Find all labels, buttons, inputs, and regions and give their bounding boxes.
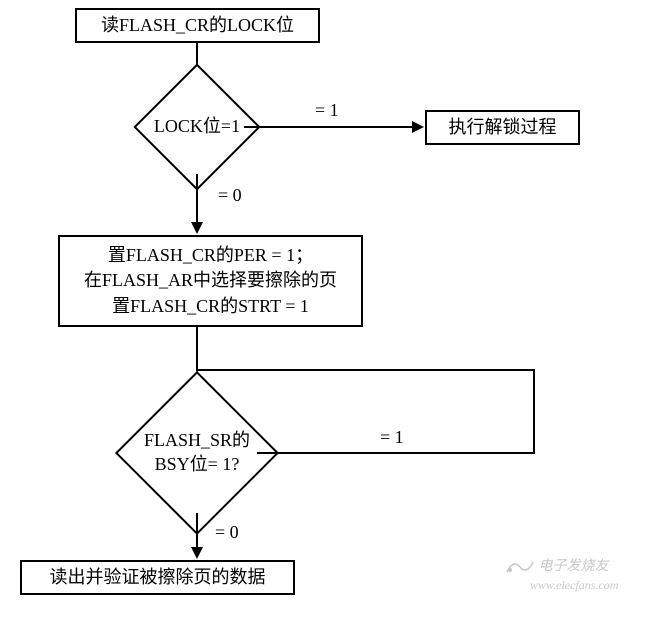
label-lock-yes: = 1 bbox=[315, 100, 339, 121]
edge-bsy-loop-v bbox=[533, 369, 535, 454]
watermark-logo: 电子发烧友 bbox=[505, 555, 609, 577]
node-unlock: 执行解锁过程 bbox=[425, 110, 580, 145]
node-bsy-line1: FLASH_SR的 bbox=[144, 429, 250, 452]
edge-bsy-loop-h1 bbox=[257, 452, 535, 454]
watermark-url: www.elecfans.com bbox=[530, 578, 618, 593]
arrow-lock-unlock bbox=[412, 121, 424, 133]
label-lock-no: = 0 bbox=[218, 185, 242, 206]
node-start-text: 读FLASH_CR的LOCK位 bbox=[101, 13, 294, 38]
node-lock-check-text: LOCK位=1 bbox=[154, 115, 240, 138]
arrow-lock-setup bbox=[191, 222, 203, 234]
node-start: 读FLASH_CR的LOCK位 bbox=[75, 8, 320, 43]
arrow-bsy-verify bbox=[191, 547, 203, 559]
node-setup-line3: 置FLASH_CR的STRT = 1 bbox=[112, 294, 309, 319]
node-bsy-line2: BSY位= 1? bbox=[155, 453, 240, 476]
node-verify: 读出并验证被擦除页的数据 bbox=[20, 560, 295, 595]
node-unlock-text: 执行解锁过程 bbox=[449, 115, 557, 140]
edge-bsy-loop-h2 bbox=[197, 369, 535, 371]
edge-lock-setup bbox=[196, 174, 198, 224]
edge-bsy-verify bbox=[196, 513, 198, 549]
node-setup-line1: 置FLASH_CR的PER = 1； bbox=[108, 243, 313, 268]
node-verify-text: 读出并验证被擦除页的数据 bbox=[50, 565, 266, 590]
label-bsy-no: = 0 bbox=[215, 522, 239, 543]
flowchart-canvas: 读FLASH_CR的LOCK位 LOCK位=1 = 1 执行解锁过程 = 0 置… bbox=[0, 0, 651, 617]
node-setup: 置FLASH_CR的PER = 1； 在FLASH_AR中选择要擦除的页 置FL… bbox=[58, 235, 363, 327]
label-bsy-yes: = 1 bbox=[380, 427, 404, 448]
node-setup-line2: 在FLASH_AR中选择要擦除的页 bbox=[84, 268, 337, 293]
watermark-brand: 电子发烧友 bbox=[539, 559, 609, 574]
edge-lock-unlock-h bbox=[244, 126, 414, 128]
